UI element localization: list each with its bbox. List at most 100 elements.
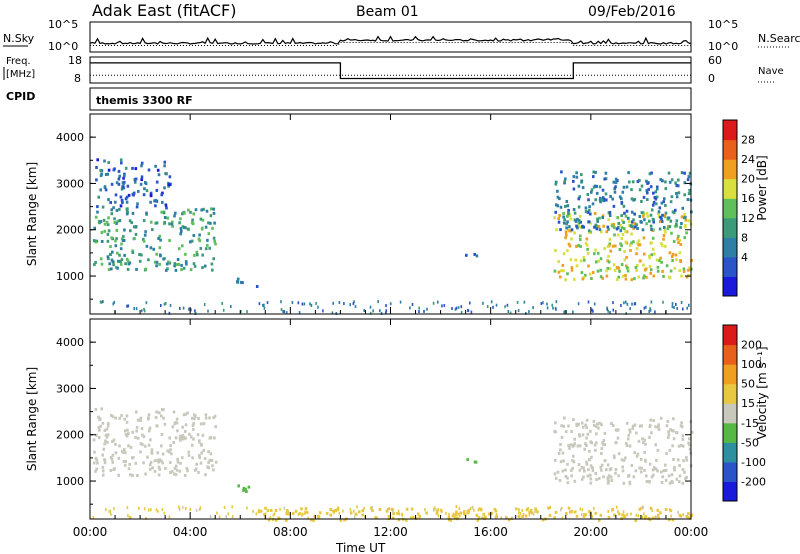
power-cell	[561, 263, 565, 267]
velocity-cell	[274, 509, 278, 512]
velocity-cell	[561, 469, 565, 473]
velocity-cell	[436, 508, 440, 512]
power-cell	[507, 310, 510, 313]
velocity-cell	[339, 518, 343, 522]
power-cell	[592, 170, 595, 174]
power-cell	[620, 263, 624, 266]
power-cell	[176, 258, 180, 261]
colorbar-segment	[723, 178, 737, 199]
power-cell	[123, 172, 126, 176]
colorbar-tick-label: 16	[741, 192, 755, 205]
power-cell	[604, 171, 608, 175]
velocity-cell	[675, 431, 678, 434]
colorbar-segment	[723, 403, 737, 424]
colorbar-segment	[723, 120, 737, 141]
power-cell	[107, 268, 111, 272]
power-cell	[353, 300, 355, 304]
power-cell	[608, 267, 612, 271]
velocity-cell	[660, 481, 664, 484]
power-cell	[142, 239, 146, 243]
velocity-cell	[562, 424, 566, 428]
velocity-cell	[126, 506, 129, 510]
power-cell	[110, 267, 113, 271]
power-cell	[585, 243, 589, 247]
power-cell	[94, 261, 97, 264]
power-cell	[654, 310, 656, 314]
velocity-cell	[522, 513, 525, 516]
velocity-cell	[258, 508, 260, 512]
power-cell	[585, 237, 589, 241]
power-cell	[100, 240, 104, 243]
power-cell	[110, 182, 114, 186]
velocity-cell	[264, 506, 267, 510]
power-cell	[629, 307, 631, 311]
colorbar-tick-label: 15	[741, 397, 755, 410]
power-cell	[143, 307, 145, 311]
power-cell	[630, 210, 634, 214]
velocity-cell	[587, 468, 590, 472]
power-cell	[664, 244, 667, 248]
velocity-cell	[515, 507, 518, 511]
velocity-cell	[192, 427, 195, 431]
velocity-cell	[621, 513, 624, 517]
power-cell	[167, 260, 170, 264]
velocity-cell	[476, 518, 480, 522]
power-cell	[640, 200, 643, 203]
power-cell	[669, 200, 673, 204]
velocity-cell	[455, 510, 458, 514]
velocity-cell	[640, 466, 643, 470]
power-cell	[556, 204, 560, 208]
velocity-cell	[628, 480, 632, 484]
power-cell	[145, 211, 148, 215]
velocity-cell	[332, 509, 335, 513]
power-cell	[655, 258, 659, 262]
power-cell	[145, 244, 149, 248]
power-cell	[460, 305, 463, 309]
power-cell	[189, 240, 192, 244]
velocity-cell	[252, 509, 254, 513]
velocity-cell	[263, 513, 266, 516]
velocity-cell	[118, 416, 122, 420]
power-cell	[605, 274, 609, 278]
colorbar-segment	[723, 217, 737, 238]
velocity-cell	[627, 437, 630, 441]
power-cell	[620, 197, 623, 201]
power-cell	[614, 181, 618, 185]
velocity-cell	[184, 436, 187, 440]
power-cell	[684, 224, 687, 227]
velocity-cell	[589, 464, 593, 468]
velocity-cell	[155, 508, 158, 512]
n-search-tick-bottom: 10^0	[708, 40, 738, 53]
power-cell	[598, 198, 602, 202]
velocity-cell	[411, 516, 414, 520]
velocity-cell	[158, 467, 162, 471]
velocity-cell	[435, 510, 439, 514]
power-cell	[153, 260, 157, 264]
velocity-cell	[467, 511, 470, 515]
velocity-cell	[147, 443, 151, 447]
power-cell	[582, 256, 586, 260]
power-cell	[645, 179, 648, 183]
velocity-cell	[557, 452, 561, 455]
velocity-cell	[186, 469, 189, 473]
power-cell	[667, 171, 671, 175]
power-cell	[648, 219, 651, 223]
velocity-cell	[592, 423, 596, 427]
power-cell	[105, 220, 109, 224]
velocity-cell	[156, 451, 160, 455]
power-cell	[683, 213, 686, 216]
power-cell	[620, 236, 623, 240]
power-cell	[652, 201, 656, 204]
velocity-cell	[626, 512, 628, 516]
power-cell	[661, 179, 664, 183]
power-cell	[125, 200, 129, 204]
power-cell	[222, 308, 225, 312]
power-cell	[127, 304, 130, 308]
velocity-cell	[343, 518, 346, 522]
power-cell	[648, 256, 651, 260]
power-cell	[657, 214, 661, 218]
velocity-cell	[482, 512, 485, 516]
velocity-cell	[669, 428, 672, 432]
power-cell	[599, 268, 602, 272]
power-cell	[583, 258, 586, 262]
